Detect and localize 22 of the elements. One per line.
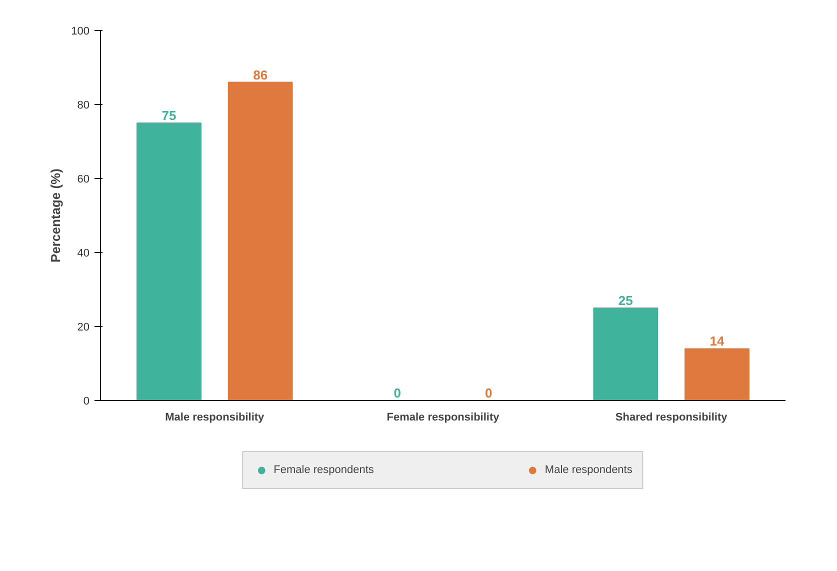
bar [136,122,202,400]
y-tick-label: 0 [83,396,90,408]
y-tick-label: 40 [77,248,90,260]
x-tick-label: Male responsibility [165,412,266,424]
x-tick-label: Shared responsibility [615,412,728,424]
data-label: 75 [162,108,176,123]
bar [593,308,658,400]
data-label: 0 [394,386,401,400]
bar [228,82,293,400]
legend-label: Female respondents [274,464,374,476]
y-axis-title: Percentage (%) [48,168,64,262]
data-label: 86 [253,67,268,82]
x-tick-label: Female responsibility [386,412,500,424]
data-label: 25 [618,293,633,308]
y-tick-label: 80 [77,100,90,112]
y-tick-label: 60 [77,174,90,186]
data-label: 14 [710,334,725,349]
bar [684,348,750,400]
data-label: 0 [485,386,492,400]
y-tick-label: 20 [77,322,90,334]
legend-label: Male respondents [544,464,632,476]
y-tick-label: 100 [71,26,90,38]
